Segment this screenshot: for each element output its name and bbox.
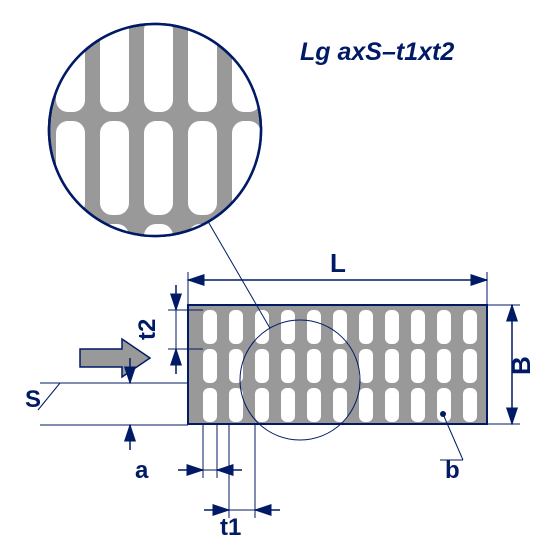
- slot: [229, 349, 243, 383]
- slot: [203, 310, 217, 344]
- dim-t1-label: t1: [220, 514, 241, 541]
- slot: [463, 310, 477, 344]
- formula-title: Lg axS–t1xt2: [300, 38, 454, 66]
- magnified-slot: [188, 0, 217, 9]
- slot: [385, 310, 399, 344]
- slot: [307, 349, 321, 383]
- dim-B-label: B: [506, 356, 536, 375]
- slot: [385, 349, 399, 383]
- magnified-slot: [56, 121, 85, 215]
- magnified-slot: [188, 224, 217, 318]
- magnified-slot: [232, 0, 261, 9]
- magnified-slot: [276, 224, 305, 318]
- slot: [359, 349, 373, 383]
- slot: [437, 310, 451, 344]
- magnified-slot: [232, 121, 261, 215]
- slot: [411, 349, 425, 383]
- magnified-slot: [56, 224, 85, 318]
- magnified-slot: [276, 0, 305, 9]
- slot: [333, 310, 347, 344]
- slot: [281, 349, 295, 383]
- magnified-slot: [56, 0, 85, 9]
- slot: [307, 310, 321, 344]
- slot: [229, 310, 243, 344]
- slot: [203, 349, 217, 383]
- magnified-slot: [100, 121, 129, 215]
- slot: [203, 388, 217, 422]
- slot: [281, 310, 295, 344]
- slot: [463, 349, 477, 383]
- slot: [437, 349, 451, 383]
- slot: [255, 349, 269, 383]
- slot: [359, 388, 373, 422]
- feed-direction-arrow: [80, 339, 150, 377]
- magnified-slot: [100, 224, 129, 318]
- dim-L-label: L: [330, 248, 346, 278]
- magnified-slot: [276, 121, 305, 215]
- dim-a-label: a: [135, 457, 149, 484]
- magnified-slot: [188, 121, 217, 215]
- slot: [255, 388, 269, 422]
- dim-b-label: b: [445, 457, 460, 484]
- slot: [333, 388, 347, 422]
- magnified-slot: [144, 18, 173, 112]
- slot: [463, 388, 477, 422]
- slot: [307, 388, 321, 422]
- magnified-slot: [144, 121, 173, 215]
- slot: [281, 388, 295, 422]
- slot: [229, 388, 243, 422]
- dim-t2-label: t2: [134, 319, 161, 340]
- perforated-sheet: [188, 305, 487, 440]
- slot: [333, 349, 347, 383]
- magnified-view: [49, 0, 305, 318]
- magnified-slot: [144, 224, 173, 318]
- slot: [359, 310, 373, 344]
- magnified-slot: [100, 0, 129, 9]
- slot: [411, 388, 425, 422]
- slot: [385, 388, 399, 422]
- magnified-slot: [144, 0, 173, 9]
- dim-S-label: S: [25, 386, 41, 413]
- slot: [411, 310, 425, 344]
